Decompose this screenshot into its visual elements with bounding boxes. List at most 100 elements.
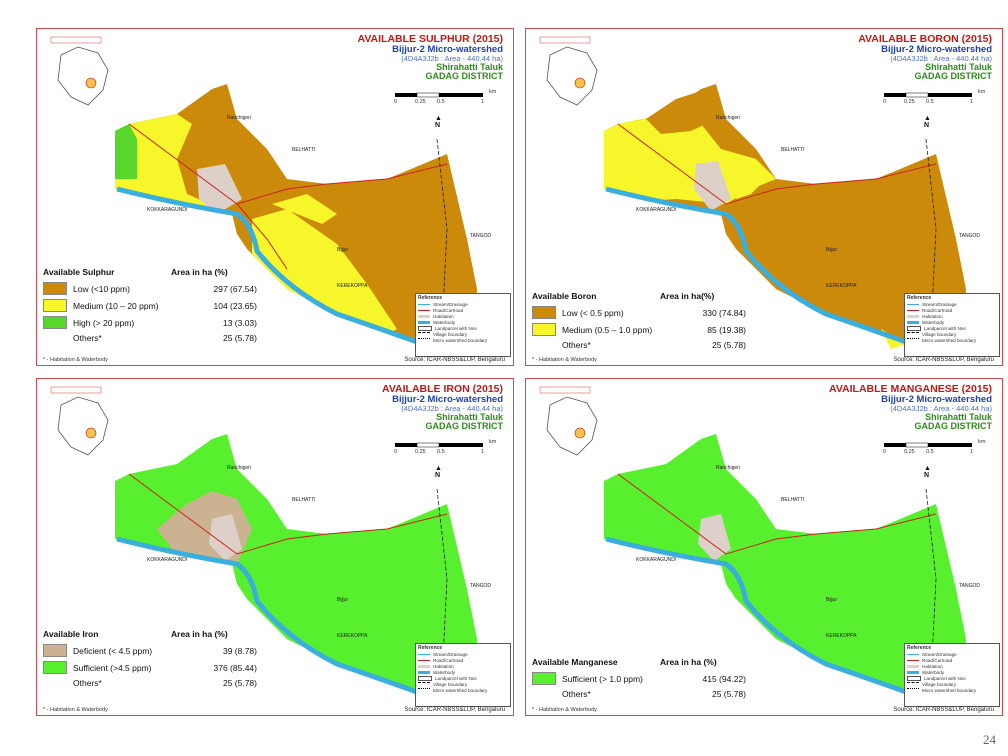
map-panel-boron: Ranchigeri BELHATTI KOKKARAGUNDI TANGOD … (525, 28, 1003, 366)
label-bijjur: Bijjur (337, 247, 348, 253)
footnote: * - Habitation & Waterbody (532, 357, 597, 363)
ref-item: Village boundary (922, 681, 957, 687)
footnote: * - Habitation & Waterbody (43, 357, 108, 363)
legend-area-header: Area in ha (%) (171, 267, 228, 277)
north-arrow-icon: ▲ N (435, 465, 442, 479)
label-ranchigeri: Ranchigeri (227, 115, 251, 121)
scale-label-0: 0 (883, 449, 887, 455)
ref-item: Waterbody (922, 669, 945, 675)
label-kerekoppa: KEREKOPPA (826, 633, 857, 639)
class-area: 297 (67.54) (213, 283, 257, 294)
ref-item: Landparcel with Nos (435, 675, 477, 681)
class-label: Medium (10 – 20 ppm) (73, 300, 159, 311)
ref-item: Road/Cartroad (433, 657, 464, 663)
ref-item: Stream/Drainage (433, 301, 468, 307)
scale-label-025: 0.25 (904, 449, 915, 455)
scale-label-1: 1 (481, 99, 485, 105)
scale-label-05: 0.5 (926, 99, 934, 105)
legend-row: Deficient (< 4.5 ppm) 39 (8.78) (43, 642, 273, 659)
ref-item: Habitation (433, 663, 454, 669)
swatch-medium (532, 323, 556, 336)
ref-item: Micro watershed boundary (433, 337, 488, 343)
taluk-name: Shirahatti Taluk (925, 61, 992, 72)
legend-row: Medium (0.5 – 1.0 ppm) 85 (19.38) (532, 321, 762, 338)
swatch-low (532, 306, 556, 319)
label-tangod: TANGOD (470, 233, 491, 239)
panel-title-block: AVAILABLE BORON (2015) Bijjur-2 Micro-wa… (858, 33, 993, 82)
scale-unit: km (489, 89, 497, 95)
class-label: Deficient (< 4.5 ppm) (73, 645, 153, 656)
legend-row: Sufficient (> 1.0 ppm) 415 (94.22) (532, 670, 762, 687)
district-name: GADAG DISTRICT (914, 71, 993, 82)
scale-bar (395, 442, 483, 448)
panel-title: AVAILABLE MANGANESE (2015) (829, 383, 992, 395)
north-arrow-icon: ▲ N (924, 465, 931, 479)
class-label: High (> 20 ppm) (73, 317, 135, 328)
panel-title: AVAILABLE BORON (2015) (858, 33, 992, 45)
class-label: Sufficient (> 1.0 ppm) (562, 673, 643, 684)
reference-box: Reference Stream/Drainage Road/Cartroad … (415, 293, 511, 357)
scale-unit: km (489, 439, 497, 445)
scale-label-025: 0.25 (904, 99, 915, 105)
ref-item: Village boundary (433, 331, 468, 337)
class-area: 415 (94.22) (702, 673, 746, 684)
others-area: 25 (5.78) (711, 340, 746, 350)
source-credit: Source: ICAR-NBSS&LUP, Bengaluru (404, 357, 505, 363)
scale-bar (884, 92, 972, 98)
label-kerekoppa: KEREKOPPA (337, 283, 368, 289)
footnote: * - Habitation & Waterbody (43, 707, 108, 713)
legend-title: Available Boron (532, 291, 597, 301)
label-bijjur: Bijjur (826, 247, 837, 253)
class-label: Low (<10 ppm) (73, 283, 130, 294)
ref-item: Waterbody (922, 319, 945, 325)
label-belhatti: BELHATTI (781, 147, 805, 153)
legend-row-others: Others* 25 (5.78) (43, 676, 273, 690)
label-belhatti: BELHATTI (292, 497, 316, 503)
panel-title-block: AVAILABLE SULPHUR (2015) Bijjur-2 Micro-… (358, 33, 504, 82)
reference-box: Reference Stream/Drainage Road/Cartroad … (904, 643, 1000, 707)
ref-item: Micro watershed boundary (433, 687, 488, 693)
swatch-sufficient (43, 661, 67, 674)
page-number: 24 (983, 732, 996, 747)
watershed-name: Bijjur-2 Micro-watershed (881, 44, 992, 56)
watershed-code: (4D4A3J2b : Area - 440.44 ha) (401, 403, 503, 413)
label-kokkaragundi: KOKKARAGUNDI (636, 557, 676, 563)
label-kokkaragundi: KOKKARAGUNDI (147, 557, 187, 563)
scale-label-1: 1 (970, 449, 974, 455)
legend-row-others: Others* 25 (5.78) (43, 331, 273, 345)
north-label: N (435, 472, 441, 479)
watershed-code: (4D4A3J2b : Area - 440.44 ha) (890, 403, 992, 413)
panel-title: AVAILABLE IRON (2015) (382, 383, 503, 395)
label-belhatti: BELHATTI (292, 147, 316, 153)
ref-item: Waterbody (433, 669, 456, 675)
locator-inset-map (50, 36, 109, 106)
ref-item: Stream/Drainage (922, 301, 957, 307)
reference-title: Reference (907, 645, 932, 651)
label-bijjur: Bijjur (826, 597, 837, 603)
label-kerekoppa: KEREKOPPA (337, 633, 368, 639)
legend-title: Available Iron (43, 629, 99, 639)
legend-title: Available Manganese (532, 657, 618, 667)
others-area: 25 (5.78) (711, 689, 746, 699)
scale-label-05: 0.5 (437, 99, 445, 105)
others-label: Others* (562, 340, 591, 350)
watershed-code: (4D4A3J2b : Area - 440.44 ha) (890, 53, 992, 63)
district-name: GADAG DISTRICT (425, 71, 504, 82)
ref-item: Habitation (922, 313, 943, 319)
label-kokkaragundi: KOKKARAGUNDI (636, 207, 676, 213)
others-area: 25 (5.78) (222, 333, 257, 343)
others-label: Others* (562, 689, 591, 699)
scale-label-1: 1 (970, 99, 974, 105)
scale-bar (395, 92, 483, 98)
reference-title: Reference (418, 645, 443, 651)
legend-row-others: Others* 25 (5.78) (532, 687, 762, 701)
district-name: GADAG DISTRICT (425, 421, 504, 432)
locator-inset-map (539, 386, 598, 456)
legend: Available Boron Area in ha(%) Low (< 0.5 … (532, 291, 762, 352)
map-panel-iron: Ranchigeri BELHATTI KOKKARAGUNDI TANGOD … (36, 378, 514, 716)
ref-item: Village boundary (922, 331, 957, 337)
iron-map: Ranchigeri BELHATTI KOKKARAGUNDI TANGOD … (115, 434, 491, 704)
legend: Available Iron Area in ha (%) Deficient (… (43, 629, 273, 690)
legend-row-others: Others* 25 (5.78) (532, 338, 762, 352)
label-bijjur: Bijjur (337, 597, 348, 603)
